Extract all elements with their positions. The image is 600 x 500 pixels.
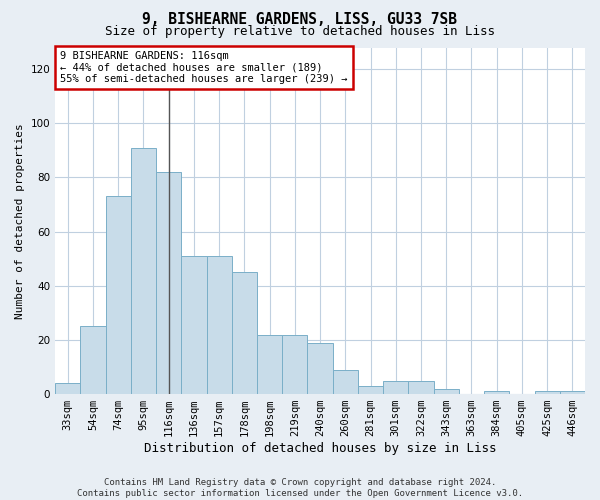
Bar [257,334,282,394]
Bar [181,256,206,394]
Text: Contains HM Land Registry data © Crown copyright and database right 2024.
Contai: Contains HM Land Registry data © Crown c… [77,478,523,498]
Bar [156,172,181,394]
Bar [434,388,459,394]
Bar [307,342,332,394]
Bar [206,256,232,394]
Bar [383,380,409,394]
Bar [358,386,383,394]
Bar [80,326,106,394]
Text: 9, BISHEARNE GARDENS, LISS, GU33 7SB: 9, BISHEARNE GARDENS, LISS, GU33 7SB [143,12,458,28]
Bar [535,392,560,394]
Bar [282,334,307,394]
Bar [484,392,509,394]
Bar [131,148,156,394]
Bar [55,384,80,394]
Bar [560,392,585,394]
Text: Size of property relative to detached houses in Liss: Size of property relative to detached ho… [105,25,495,38]
Bar [332,370,358,394]
Text: 9 BISHEARNE GARDENS: 116sqm
← 44% of detached houses are smaller (189)
55% of se: 9 BISHEARNE GARDENS: 116sqm ← 44% of det… [61,51,348,84]
Y-axis label: Number of detached properties: Number of detached properties [15,123,25,318]
X-axis label: Distribution of detached houses by size in Liss: Distribution of detached houses by size … [144,442,496,455]
Bar [232,272,257,394]
Bar [106,196,131,394]
Bar [409,380,434,394]
